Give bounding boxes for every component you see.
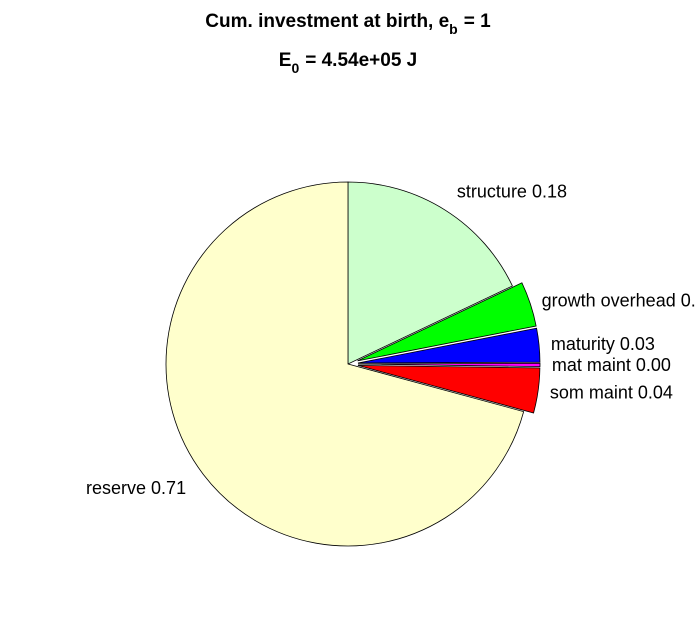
slice-label: structure 0.18	[457, 182, 567, 202]
slice-name: maturity	[551, 334, 615, 354]
subtitle-subscript: 0	[291, 60, 299, 76]
title-subscript: b	[449, 21, 458, 37]
slice-name: structure	[457, 182, 527, 202]
subtitle-suffix: = 4.54e+05 J	[305, 50, 417, 71]
slice-label: maturity 0.03	[551, 334, 655, 354]
slice-name: growth overhead	[542, 290, 676, 310]
title-text: Cum. investment at birth, e	[205, 11, 449, 32]
pie-slice	[357, 362, 541, 368]
pie-slice	[357, 364, 541, 414]
slice-value: 0.04	[681, 290, 696, 310]
slice-label: reserve 0.71	[86, 478, 186, 498]
slice-value: 0.71	[151, 478, 186, 498]
slice-name: som maint	[550, 382, 633, 402]
subtitle-text: E	[279, 50, 292, 71]
slice-value: 0.18	[532, 182, 567, 202]
slice-value: 0.04	[638, 382, 673, 402]
slice-value: 0.00	[636, 355, 671, 375]
chart-title: Cum. investment at birth, eb = 1	[205, 11, 491, 37]
title-suffix: = 1	[464, 11, 491, 32]
pie-slice	[357, 327, 541, 364]
slice-label: som maint 0.04	[550, 382, 673, 402]
slice-label: growth overhead 0.04	[542, 290, 696, 310]
pie-slice	[357, 282, 537, 362]
pie-slice	[347, 181, 513, 365]
slice-label: mat maint 0.00	[552, 355, 671, 375]
slice-value: 0.03	[620, 334, 655, 354]
slice-name: reserve	[86, 478, 146, 498]
slice-name: mat maint	[552, 355, 631, 375]
chart-subtitle: E0 = 4.54e+05 J	[279, 50, 417, 76]
pie-slice	[165, 181, 525, 547]
